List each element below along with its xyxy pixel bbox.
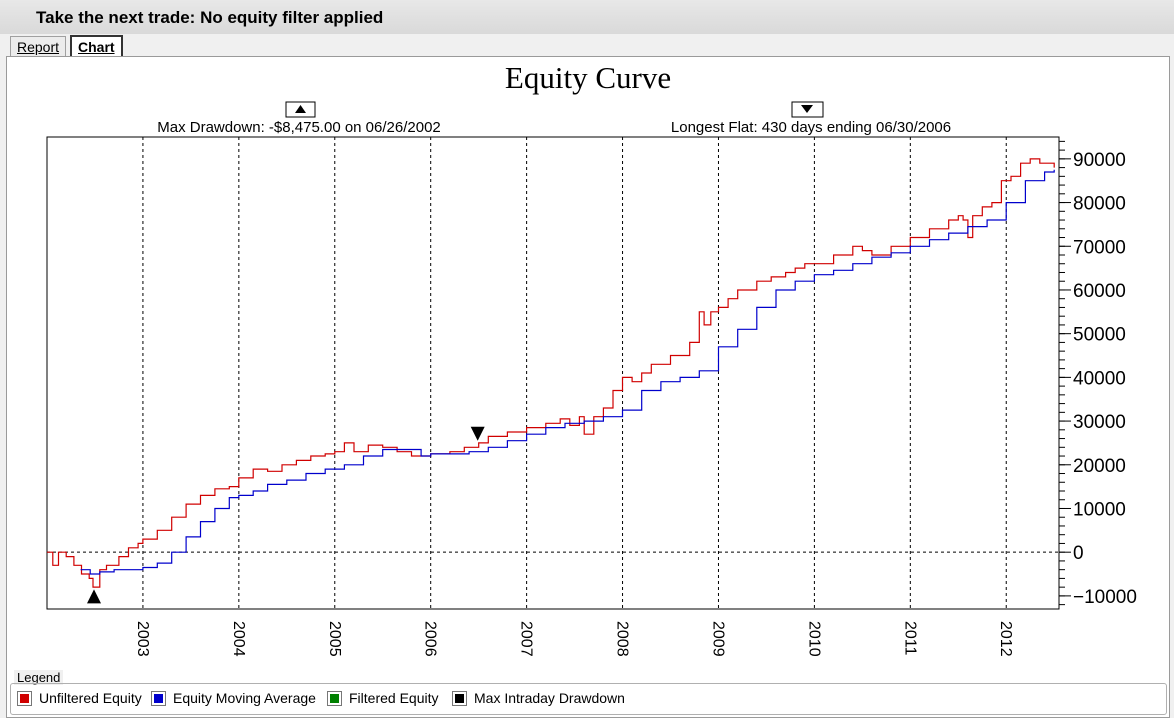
y-tick-label: 80000 [1073, 194, 1126, 215]
triangle-down-icon [801, 105, 813, 113]
y-tick-label: 50000 [1073, 325, 1126, 346]
legend-item-unfiltered-equity[interactable]: Unfiltered Equity [17, 690, 142, 706]
chart-panel: Equity Curve Max Drawdown: -$8,475.00 on… [6, 56, 1170, 718]
legend-label: Unfiltered Equity [39, 690, 142, 706]
x-tick-label: 2009 [709, 621, 726, 657]
x-tick-label: 2008 [614, 621, 631, 657]
triangle-up-icon [295, 105, 306, 113]
x-tick-label: 2006 [422, 621, 439, 657]
axes: 2003 2004 2005 2006 2007 2008 2009 2010 2011 2012… [134, 140, 1137, 657]
x-tick-label: 2004 [230, 621, 247, 657]
legend-label: Equity Moving Average [173, 690, 316, 706]
x-tick-label: 2003 [134, 621, 151, 657]
longest-flat-end-marker [470, 426, 485, 441]
y-tick-label: −10000 [1073, 587, 1137, 608]
y-tick-label: 30000 [1073, 412, 1126, 433]
grid [47, 137, 1059, 609]
tab-report[interactable]: Report [10, 36, 67, 57]
longest-flat-text: Longest Flat: 430 days ending 06/30/2006 [671, 119, 951, 136]
x-tick-label: 2005 [326, 621, 343, 657]
markers [87, 426, 485, 604]
y-tick-label: 40000 [1073, 368, 1126, 389]
chart-title: Equity Curve [505, 60, 671, 95]
y-tick-label: 0 [1073, 543, 1084, 564]
y-tick-label: 90000 [1073, 150, 1126, 171]
legend-swatch [452, 690, 467, 706]
legend-swatch [327, 690, 342, 706]
legend-item-max-intraday-drawdown[interactable]: Max Intraday Drawdown [452, 690, 625, 706]
legend-label: Max Intraday Drawdown [474, 690, 625, 706]
y-tick-label: 60000 [1073, 281, 1126, 302]
title-bar: Take the next trade: No equity filter ap… [0, 0, 1174, 34]
legend-item-filtered-equity[interactable]: Filtered Equity [327, 690, 439, 706]
legend [10, 683, 1167, 715]
tab-chart[interactable]: Chart [70, 35, 123, 57]
window-title: Take the next trade: No equity filter ap… [36, 8, 384, 27]
series-line-equity-moving-average [80, 169, 1055, 575]
legend-title: Legend [14, 670, 64, 685]
x-tick-label: 2012 [997, 621, 1014, 657]
longest-flat-button[interactable] [791, 101, 824, 118]
y-tick-label: 20000 [1073, 456, 1126, 477]
legend-swatch [17, 690, 32, 706]
max-drawdown-text: Max Drawdown: -$8,475.00 on 06/26/2002 [157, 119, 441, 136]
equity-chart: Equity Curve Max Drawdown: -$8,475.00 on… [46, 60, 1137, 657]
legend-label: Filtered Equity [349, 690, 439, 706]
x-tick-label: 2007 [518, 621, 535, 657]
legend-swatch [151, 690, 166, 706]
max-drawdown-marker [87, 589, 102, 604]
x-tick-label: 2010 [805, 621, 822, 657]
max-drawdown-button[interactable] [285, 101, 316, 118]
y-tick-label: 10000 [1073, 499, 1126, 520]
series-line-unfiltered-equity [47, 158, 1055, 588]
x-tick-label: 2011 [901, 621, 918, 656]
series [47, 158, 1055, 588]
plot-area [46, 136, 1060, 610]
legend-item-equity-moving-average[interactable]: Equity Moving Average [151, 690, 316, 706]
y-tick-label: 70000 [1073, 237, 1126, 258]
